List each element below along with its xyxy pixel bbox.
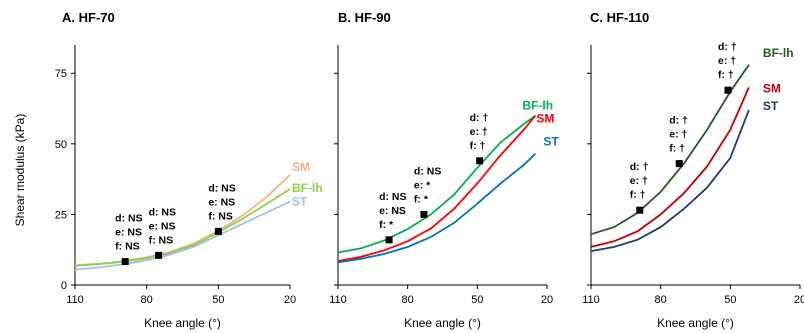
x-tick-label: 50 (724, 294, 736, 306)
stat-annotation: f: † (470, 140, 486, 152)
series-line-bf-lh (337, 114, 536, 254)
stat-annotation: f: † (669, 143, 685, 155)
series-line-st (74, 200, 291, 271)
panel-title: B. HF-90 (338, 10, 391, 25)
stat-annotation: e: † (470, 126, 488, 138)
data-marker (385, 236, 393, 244)
stat-annotation: f: * (414, 193, 429, 205)
stat-annotation: d: NS (149, 206, 176, 218)
stat-annotation: e: NS (208, 196, 235, 208)
stat-annotation: f: NS (115, 241, 139, 253)
x-tick-label: 110 (66, 294, 84, 306)
data-marker (675, 160, 683, 168)
series-label: BF-lh (522, 99, 553, 113)
stat-annotation: e: † (718, 55, 736, 67)
stat-annotation: d: † (630, 161, 649, 173)
stat-annotation: e: NS (115, 227, 142, 239)
y-tick-label: 75 (55, 68, 67, 80)
series-line-sm (590, 87, 750, 248)
stat-annotation: d: † (470, 112, 489, 124)
stat-annotation: d: NS (414, 165, 441, 177)
data-marker (476, 157, 484, 165)
series-line-st (590, 109, 750, 252)
x-tick-label: 50 (471, 294, 483, 306)
data-marker (724, 86, 732, 94)
series-label: ST (543, 135, 559, 149)
x-tick-label: 80 (141, 294, 153, 306)
stat-annotation: f: NS (208, 210, 233, 222)
data-marker (155, 251, 163, 259)
x-tick-label: 80 (402, 294, 414, 306)
series-label: SM (763, 81, 781, 95)
series-label: BF-lh (292, 181, 323, 195)
data-marker (121, 258, 129, 266)
chart-panel-3: C. HF-110 110 80 50 20 Knee angle (°) BF-lh SM S… (582, 10, 804, 330)
x-axis-title: Knee angle (°) (404, 316, 481, 330)
stat-annotation: f: † (718, 69, 734, 81)
series-line-bf-lh (590, 64, 750, 236)
x-axis-title: Knee angle (°) (657, 316, 734, 330)
stat-annotation: d: NS (115, 213, 142, 225)
x-tick-label: 20 (541, 294, 553, 306)
series-label: BF-lh (763, 46, 794, 60)
stat-annotation: e: NS (379, 205, 406, 217)
stat-annotation: f: NS (149, 234, 174, 246)
panel-title: A. HF-70 (62, 10, 115, 25)
x-tick-label: 20 (794, 294, 804, 306)
x-axis-title: Knee angle (°) (144, 316, 221, 330)
data-marker (636, 206, 644, 214)
series-line-bf-lh (74, 188, 291, 267)
stat-annotation: e: † (630, 175, 648, 187)
x-tick-label: 110 (582, 294, 600, 306)
data-marker (214, 227, 222, 235)
stat-annotation: e: * (414, 179, 431, 191)
x-tick-label: 20 (284, 294, 296, 306)
stat-annotation: e: † (669, 129, 687, 141)
data-marker (420, 210, 428, 218)
series-line-sm (74, 174, 291, 267)
chart-panel-1: A. HF-70 110 80 50 20 0 25 50 75 Knee angle (°) Sh… (13, 10, 323, 330)
stat-annotation: f: * (379, 219, 394, 231)
series-label: ST (292, 195, 308, 209)
stat-annotation: e: NS (149, 220, 176, 232)
series-line-st (337, 153, 537, 264)
series-line-sm (337, 115, 537, 262)
series-label: SM (536, 112, 554, 126)
y-tick-label: 50 (55, 139, 67, 151)
y-axis-title: Shear modulus (kPa) (13, 114, 27, 227)
stat-annotation: f: † (630, 189, 646, 201)
stat-annotation: d: NS (208, 182, 235, 194)
x-tick-label: 50 (212, 294, 224, 306)
series-label: SM (292, 160, 310, 174)
x-tick-label: 110 (329, 294, 347, 306)
y-tick-label: 25 (55, 209, 67, 221)
x-tick-label: 80 (655, 294, 667, 306)
series-label: ST (763, 99, 779, 113)
stat-annotation: d: † (669, 115, 688, 127)
y-tick-label: 0 (61, 280, 67, 292)
stat-annotation: d: NS (379, 191, 406, 203)
panel-title: C. HF-110 (590, 10, 649, 25)
stat-annotation: d: † (718, 41, 737, 53)
